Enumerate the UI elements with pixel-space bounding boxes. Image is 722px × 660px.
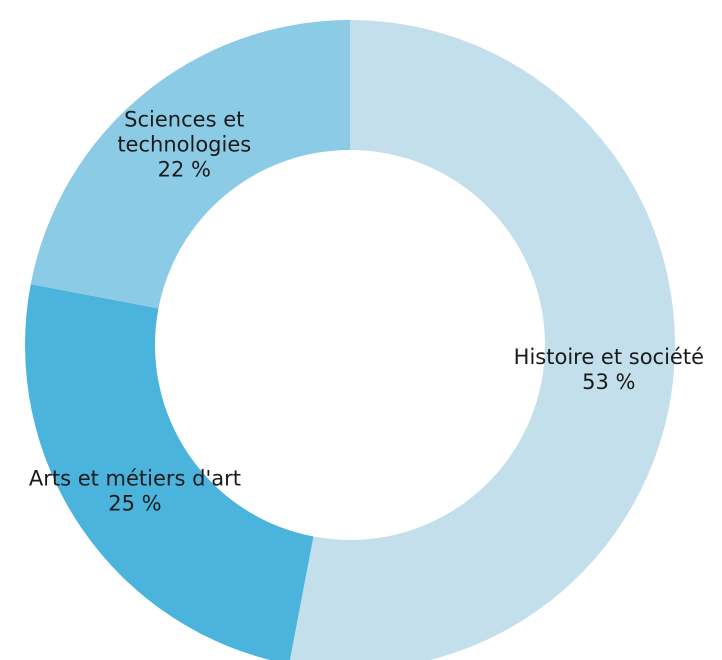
donut-labels: Histoire et société 53 % Arts et métiers d… bbox=[29, 108, 704, 516]
slice-arts-et-metiers-d-art-value: 25 % bbox=[108, 492, 161, 516]
slice-sciences-et-technologies-label: Sciences et technologies 22 % bbox=[117, 108, 251, 182]
slice-histoire-et-societe-label: Histoire et société 53 % bbox=[514, 345, 704, 394]
slice-sciences-et-technologies-name-line: Sciences et bbox=[124, 108, 244, 132]
slice-arts-et-metiers-d-art bbox=[25, 284, 314, 660]
slice-arts-et-metiers-d-art-label: Arts et métiers d'art 25 % bbox=[29, 467, 241, 516]
slice-histoire-et-societe-value: 53 % bbox=[582, 370, 635, 394]
slice-sciences-et-technologies-value: 22 % bbox=[158, 158, 211, 182]
slice-sciences-et-technologies bbox=[30, 20, 350, 309]
slice-arts-et-metiers-d-art-name-line: Arts et métiers d'art bbox=[29, 467, 241, 491]
slice-histoire-et-societe bbox=[289, 20, 675, 660]
donut-slices bbox=[25, 20, 675, 660]
slice-histoire-et-societe-name-line: Histoire et société bbox=[514, 345, 704, 369]
slice-sciences-et-technologies-name-line: technologies bbox=[117, 133, 251, 157]
